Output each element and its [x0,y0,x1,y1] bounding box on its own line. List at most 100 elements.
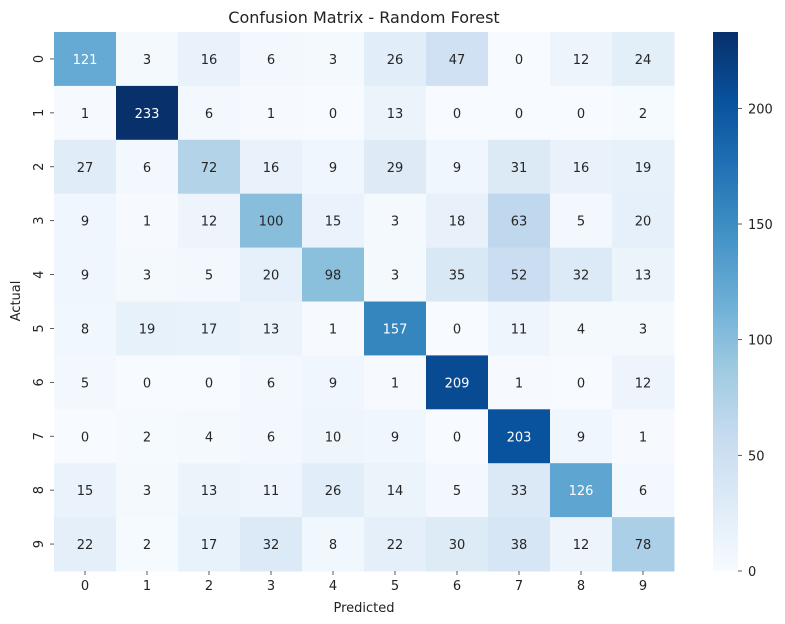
heatmap-cell [612,85,675,141]
cell-value-label: 5 [453,484,461,499]
colorbar-tick-label: 50 [748,449,765,464]
y-tick-label: 9 [32,540,47,548]
cell-value-label: 9 [391,430,399,445]
cell-value-label: 12 [573,53,590,68]
y-tick-label: 6 [32,378,47,386]
cell-value-label: 63 [511,215,528,230]
cell-value-label: 2 [639,107,647,122]
cell-value-label: 16 [201,53,218,68]
heatmap-cell [54,193,117,249]
cell-value-label: 9 [329,376,337,391]
cell-value-label: 2 [143,538,151,553]
colorbar-tick-label: 100 [748,334,773,349]
cell-value-label: 10 [325,430,342,445]
cell-value-label: 35 [449,269,466,284]
heatmap-cell [426,301,489,356]
heatmap-cell [240,193,303,249]
cell-value-label: 14 [387,484,404,499]
cell-value-label: 30 [449,538,466,553]
cell-value-label: 31 [511,161,528,176]
heatmap-cell [550,32,613,87]
heatmap-cell [54,463,117,518]
x-tick-label: 6 [453,579,461,594]
heatmap-cell [302,409,365,464]
cell-value-label: 32 [263,538,280,553]
heatmap-cell [488,463,551,518]
cell-value-label: 26 [325,484,342,499]
cell-value-label: 3 [143,53,151,68]
x-tick-label: 8 [577,579,585,594]
cell-value-label: 0 [515,53,523,68]
x-tick-label: 2 [205,579,213,594]
cell-value-label: 13 [635,269,652,284]
cell-value-label: 5 [205,269,213,284]
cell-value-label: 29 [387,161,404,176]
heatmap-cell [364,193,427,249]
heatmap-cell [54,301,117,356]
cell-value-label: 20 [263,269,280,284]
heatmap-cell [54,247,117,302]
cell-value-label: 233 [135,107,160,122]
cell-value-label: 17 [201,538,218,553]
heatmap-cell [116,247,179,302]
heatmap-cell [488,139,551,195]
heatmap-cell [54,355,117,410]
heatmap-cell [550,247,613,302]
cell-value-label: 3 [391,269,399,284]
x-tick-label: 0 [81,579,89,594]
heatmap-cell [612,355,675,410]
cell-value-label: 3 [143,269,151,284]
cell-value-label: 47 [449,53,466,68]
cell-value-label: 16 [263,161,280,176]
heatmap-cell [426,247,489,302]
cell-value-label: 1 [81,107,89,122]
heatmap-cell [550,409,613,464]
heatmap-cell [488,409,551,464]
heatmap-cell [364,85,427,141]
cell-value-label: 0 [453,107,461,122]
cell-value-label: 6 [639,484,647,499]
heatmap-cell [116,463,179,518]
heatmap-cell [612,32,675,87]
heatmap-cell [178,85,241,141]
heatmap-cell [612,193,675,249]
cell-value-label: 0 [577,376,585,391]
heatmap-cell [612,463,675,518]
cell-value-label: 9 [453,161,461,176]
heatmap-cell [550,301,613,356]
cell-value-label: 126 [569,484,594,499]
y-tick-label: 4 [32,270,47,278]
cell-value-label: 4 [577,322,585,337]
cell-value-label: 0 [81,430,89,445]
heatmap-cell [302,32,365,87]
heatmap-cell [426,193,489,249]
heatmap-cell [178,301,241,356]
heatmap-cell [302,85,365,141]
heatmap-cell [364,32,427,87]
cell-value-label: 1 [639,430,647,445]
cell-value-label: 17 [201,322,218,337]
heatmap-cell [364,355,427,410]
colorbar-tick-label: 150 [748,218,773,233]
heatmap-cell [54,32,117,87]
cell-value-label: 1 [143,215,151,230]
cell-value-label: 33 [511,484,528,499]
x-tick-label: 5 [391,579,399,594]
cell-value-label: 22 [77,538,94,553]
heatmap-cell [54,85,117,141]
heatmap-cell [550,139,613,195]
heatmap-cell [116,85,179,141]
cell-value-label: 0 [143,376,151,391]
cell-value-label: 0 [205,376,213,391]
cell-value-label: 18 [449,215,466,230]
cell-value-label: 26 [387,53,404,68]
cell-value-label: 8 [81,322,89,337]
cell-value-label: 12 [201,215,218,230]
heatmap-cell [240,301,303,356]
cell-value-label: 1 [391,376,399,391]
y-tick-label: 3 [32,217,47,225]
cell-value-label: 203 [507,430,532,445]
heatmap-cell [178,409,241,464]
heatmap-cell [550,355,613,410]
